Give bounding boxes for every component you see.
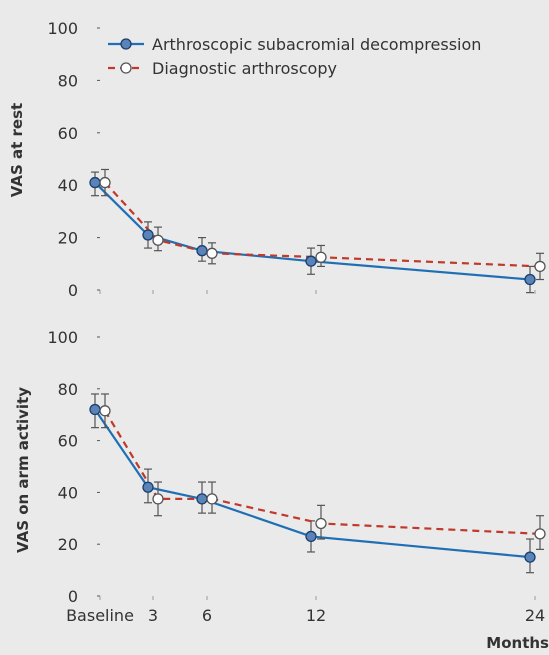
data-point-filled (524, 551, 536, 563)
data-point-open (315, 251, 327, 263)
y-tick-label: 0 (68, 587, 78, 606)
y-tick-label: 40 (58, 483, 78, 502)
chart-panel-2: 0 20 40 60 80 100 VAS on arm activity Baseline 3… (14, 328, 549, 652)
data-point-open (152, 493, 164, 505)
y-tick-label: 0 (68, 281, 78, 300)
x-tick-label: 6 (202, 606, 212, 625)
data-point-open (206, 247, 218, 259)
legend-label: Arthroscopic subacromial decompression (152, 35, 481, 54)
data-point-open (206, 493, 218, 505)
data-point-filled (305, 255, 317, 267)
legend-label: Diagnostic arthroscopy (152, 59, 337, 78)
y-tick-label: 20 (58, 229, 78, 248)
y-axis-label: VAS on arm activity (14, 387, 32, 553)
legend-marker-open (120, 62, 132, 74)
data-point-filled (142, 481, 154, 493)
data-point-filled (89, 403, 101, 416)
series-line-2 (104, 410, 541, 535)
y-tick-label: 60 (58, 432, 78, 451)
x-axis-label: Months (486, 634, 549, 652)
data-point-filled (142, 229, 154, 241)
data-point-open (99, 176, 111, 189)
data-point-filled (524, 273, 536, 286)
legend: Arthroscopic subacromial decompression Di… (108, 35, 481, 78)
y-tick-label: 100 (47, 19, 78, 38)
y-tick-label: 80 (58, 71, 78, 90)
y-tick-label: 60 (58, 124, 78, 143)
y-tick-label: 80 (58, 380, 78, 399)
x-tick-label: 12 (306, 606, 326, 625)
x-tick-label: Baseline (66, 606, 134, 625)
data-point-open (315, 517, 327, 530)
data-point-open (534, 528, 546, 540)
y-tick-label: 100 (47, 328, 78, 347)
x-tick-label: 3 (148, 606, 158, 625)
data-point-open (99, 405, 111, 417)
chart-panel-1: 0 20 40 60 80 100 VAS at rest Arthroscopic suba… (8, 19, 546, 300)
data-point-filled (305, 530, 317, 543)
y-tick-label: 40 (58, 176, 78, 195)
data-point-open (152, 234, 164, 246)
data-point-open (534, 260, 546, 273)
data-point-filled (89, 176, 101, 189)
data-point-filled (196, 245, 208, 257)
y-axis-label: VAS at rest (8, 103, 26, 197)
x-tick-label: 24 (525, 606, 545, 625)
legend-marker-filled (120, 38, 132, 50)
data-point-filled (196, 493, 208, 505)
y-tick-label: 20 (58, 535, 78, 554)
